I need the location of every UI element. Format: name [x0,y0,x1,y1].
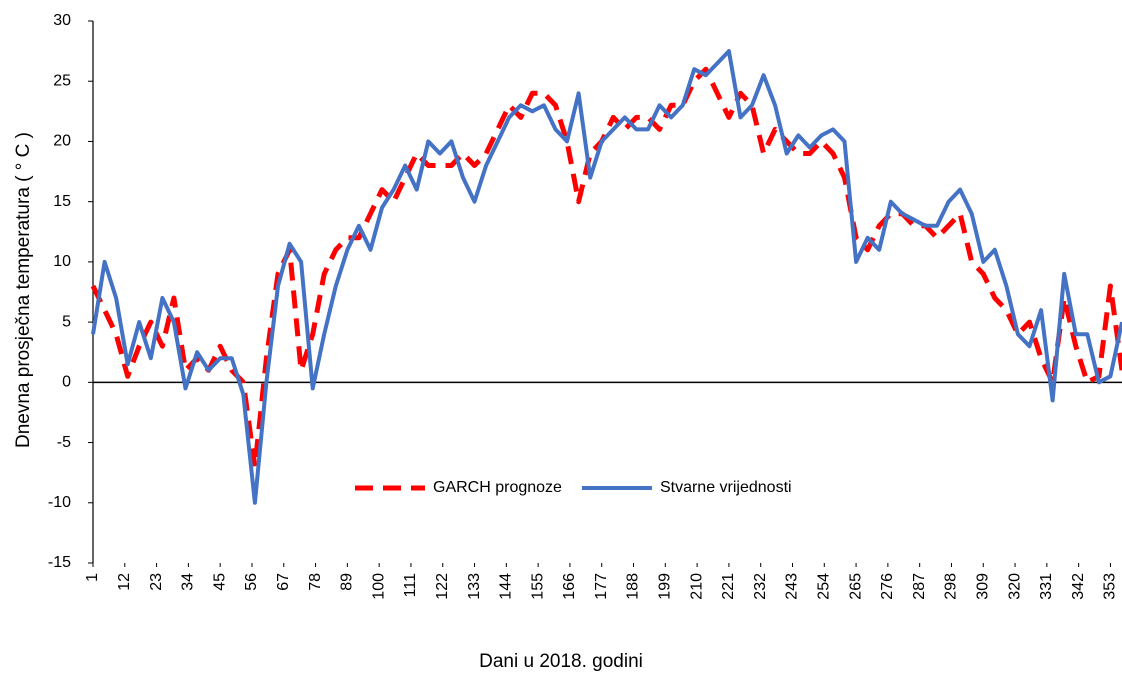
x-tick-label: 265 [847,573,864,600]
x-tick-label: 122 [434,573,451,600]
x-tick-label: 353 [1102,573,1119,600]
y-tick-label: 5 [62,313,71,330]
x-tick-label: 89 [339,573,356,591]
x-tick-label: 243 [784,573,801,600]
x-tick-label: 331 [1038,573,1055,600]
y-axis-title: Dnevna prosječna temperatura ( ° C ) [13,132,34,448]
x-tick-label: 1 [84,573,101,582]
x-tick-label: 276 [879,573,896,600]
x-tick-label: 166 [561,573,578,600]
x-tick-label: 133 [466,573,483,600]
x-tick-label: 320 [1006,573,1023,600]
legend-label: GARCH prognoze [433,479,562,496]
y-tick-label: 20 [53,133,71,150]
x-tick-label: 177 [593,573,610,600]
y-tick-label: 30 [53,12,71,29]
x-axis-title: Dani u 2018. godini [479,651,643,672]
x-tick-label: 67 [275,573,292,591]
x-tick-label: 56 [243,573,260,591]
x-tick-label: 232 [752,573,769,600]
y-tick-label: 15 [53,193,71,210]
x-tick-label: 342 [1070,573,1087,600]
y-tick-label: -5 [57,434,71,451]
x-tick-label: 309 [974,573,991,600]
y-tick-label: -15 [48,554,71,571]
x-tick-label: 144 [498,573,515,600]
series-line [90,66,1122,470]
x-tick-label: 221 [720,573,737,600]
x-tick-label: 199 [657,573,674,600]
x-tick-label: 298 [943,573,960,600]
x-tick-label: 100 [370,573,387,600]
x-tick-label: 78 [307,573,324,591]
y-tick-label: 10 [53,253,71,270]
x-tick-label: 188 [625,573,642,600]
series-line [91,49,1122,505]
x-tick-label: 45 [211,573,228,591]
y-tick-label: 25 [53,72,71,89]
x-tick-label: 287 [911,573,928,600]
x-tick-label: 12 [116,573,133,591]
x-tick-label: 210 [688,573,705,600]
x-tick-label: 155 [529,573,546,600]
y-tick-label: 0 [62,374,71,391]
x-tick-label: 254 [816,573,833,600]
y-tick-label: -10 [48,494,71,511]
legend-label: Stvarne vrijednosti [660,479,792,496]
x-tick-label: 23 [148,573,165,591]
x-tick-label: 34 [180,573,197,591]
x-tick-label: 111 [402,573,419,597]
